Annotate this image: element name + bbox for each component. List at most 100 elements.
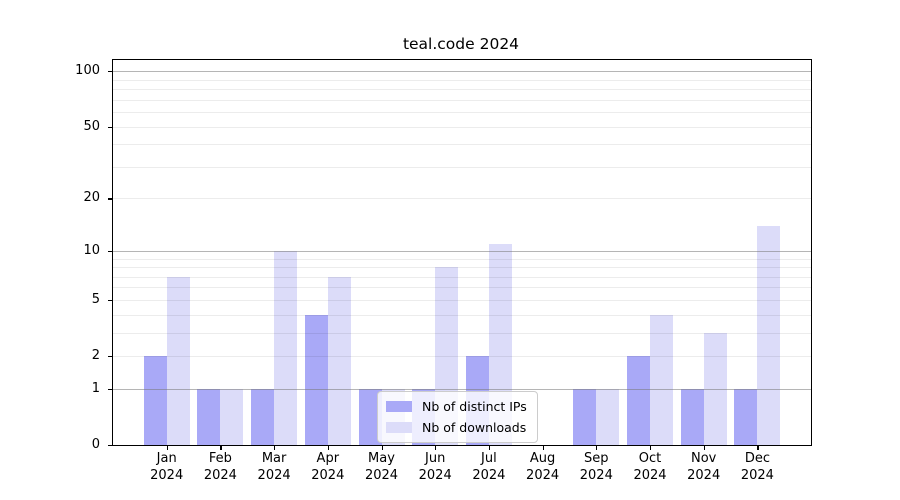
legend-swatch-distinct-ips <box>386 401 412 412</box>
x-tick-year: 2024 <box>257 468 291 483</box>
x-tick-mark <box>596 445 598 450</box>
gridline-minor <box>113 356 811 357</box>
bar-distinct-ips <box>251 388 275 445</box>
x-tick-month: Nov <box>691 451 717 466</box>
x-tick-month: Sep <box>584 451 609 466</box>
x-tick-label: Oct 2024 <box>615 450 685 484</box>
x-tick-mark <box>274 445 276 450</box>
x-tick-year: 2024 <box>633 468 667 483</box>
y-tick-label: 0 <box>91 437 100 452</box>
chart-title: teal.code 2024 <box>402 35 520 53</box>
x-tick-year: 2024 <box>364 468 399 483</box>
gridline-minor <box>113 126 811 128</box>
y-tick-mark <box>108 71 113 73</box>
y-tick-mark <box>108 250 113 252</box>
x-tick-mark <box>327 445 329 450</box>
bar-downloads <box>220 388 244 445</box>
x-tick-mark <box>220 445 222 450</box>
x-tick-label: Mar 2024 <box>239 450 309 484</box>
gridline-major <box>113 250 811 252</box>
y-tick-mark <box>108 198 113 200</box>
x-tick-label: Apr 2024 <box>293 450 363 484</box>
bar-downloads <box>327 276 351 445</box>
x-tick-year: 2024 <box>203 468 237 483</box>
x-tick-mark <box>166 445 168 450</box>
bar-distinct-ips <box>358 388 382 445</box>
bar-distinct-ips <box>143 356 167 445</box>
x-tick-mark <box>381 445 383 450</box>
gridline-minor <box>113 198 811 200</box>
bar-distinct-ips <box>304 314 328 445</box>
x-tick-label: May 2024 <box>347 450 417 484</box>
y-tick-mark <box>108 445 113 447</box>
bar-downloads <box>274 250 298 445</box>
bar-downloads <box>166 276 190 445</box>
y-tick-label: 50 <box>83 118 100 134</box>
x-tick-label: Jul 2024 <box>454 450 524 484</box>
y-tick-label: 100 <box>75 63 100 79</box>
bar-distinct-ips <box>680 388 704 445</box>
y-tick-mark <box>108 299 113 302</box>
x-tick-month: Oct <box>638 451 662 466</box>
legend-label-distinct-ips: Nb of distinct IPs <box>422 399 527 414</box>
x-tick-label: Aug 2024 <box>508 450 578 484</box>
x-tick-year: 2024 <box>150 468 184 483</box>
y-tick-label: 2 <box>91 348 100 363</box>
gridline-minor <box>113 267 811 268</box>
x-tick-month: May <box>368 451 395 466</box>
x-tick-month: Dec <box>744 451 770 466</box>
gridline-minor <box>113 112 811 113</box>
bar-downloads <box>596 388 620 445</box>
y-tick-label: 10 <box>83 242 100 258</box>
x-tick-month: Jul <box>481 451 497 466</box>
x-tick-month: Mar <box>261 451 287 466</box>
x-tick-year: 2024 <box>687 468 721 483</box>
gridline-minor <box>113 276 811 278</box>
x-tick-month: Feb <box>208 451 232 466</box>
x-tick-year: 2024 <box>740 468 774 483</box>
x-tick-year: 2024 <box>472 468 506 483</box>
x-tick-label: Dec 2024 <box>722 450 792 484</box>
x-tick-label: Feb 2024 <box>185 450 255 484</box>
x-tick-month: Apr <box>316 451 340 466</box>
x-tick-label: Sep 2024 <box>561 450 631 484</box>
legend-swatch-downloads <box>386 422 412 433</box>
gridline-minor <box>113 258 811 260</box>
y-tick-label: 20 <box>83 190 100 206</box>
y-tick-label: 5 <box>91 291 100 307</box>
x-tick-year: 2024 <box>311 468 345 483</box>
x-tick-year: 2024 <box>579 468 613 483</box>
x-tick-mark <box>542 445 544 450</box>
gridline-minor <box>113 89 811 90</box>
gridline-minor <box>113 332 811 334</box>
bar-downloads <box>650 314 673 445</box>
x-tick-mark <box>650 445 652 450</box>
bar-distinct-ips <box>197 388 221 445</box>
x-tick-month: Jun <box>425 451 446 466</box>
x-tick-mark <box>435 445 437 450</box>
gridline-minor <box>113 99 811 101</box>
legend-label-downloads: Nb of downloads <box>422 420 527 435</box>
x-tick-mark <box>757 445 759 450</box>
x-tick-mark <box>703 445 705 450</box>
legend: Nb of distinct IPs Nb of downloads <box>377 391 538 443</box>
x-tick-label: Jun 2024 <box>400 450 470 484</box>
bar-distinct-ips <box>627 356 650 445</box>
bar-distinct-ips <box>573 388 597 445</box>
bar-distinct-ips <box>734 388 758 445</box>
legend-entry-distinct-ips: Nb of distinct IPs <box>386 399 527 414</box>
gridline-major <box>113 388 811 390</box>
gridline-minor <box>113 299 811 301</box>
gridline-minor <box>113 287 811 289</box>
bar-downloads <box>757 225 781 445</box>
x-tick-month: Aug <box>529 451 556 466</box>
plot-area: Nb of distinct IPs Nb of downloads <box>112 59 812 446</box>
x-tick-label: Jan 2024 <box>132 450 202 484</box>
gridline-minor <box>113 314 811 316</box>
x-tick-month: Jan <box>156 451 177 466</box>
x-tick-year: 2024 <box>418 468 452 483</box>
y-tick-mark <box>108 388 113 391</box>
gridline-minor <box>113 166 811 168</box>
y-tick-mark <box>108 126 113 128</box>
